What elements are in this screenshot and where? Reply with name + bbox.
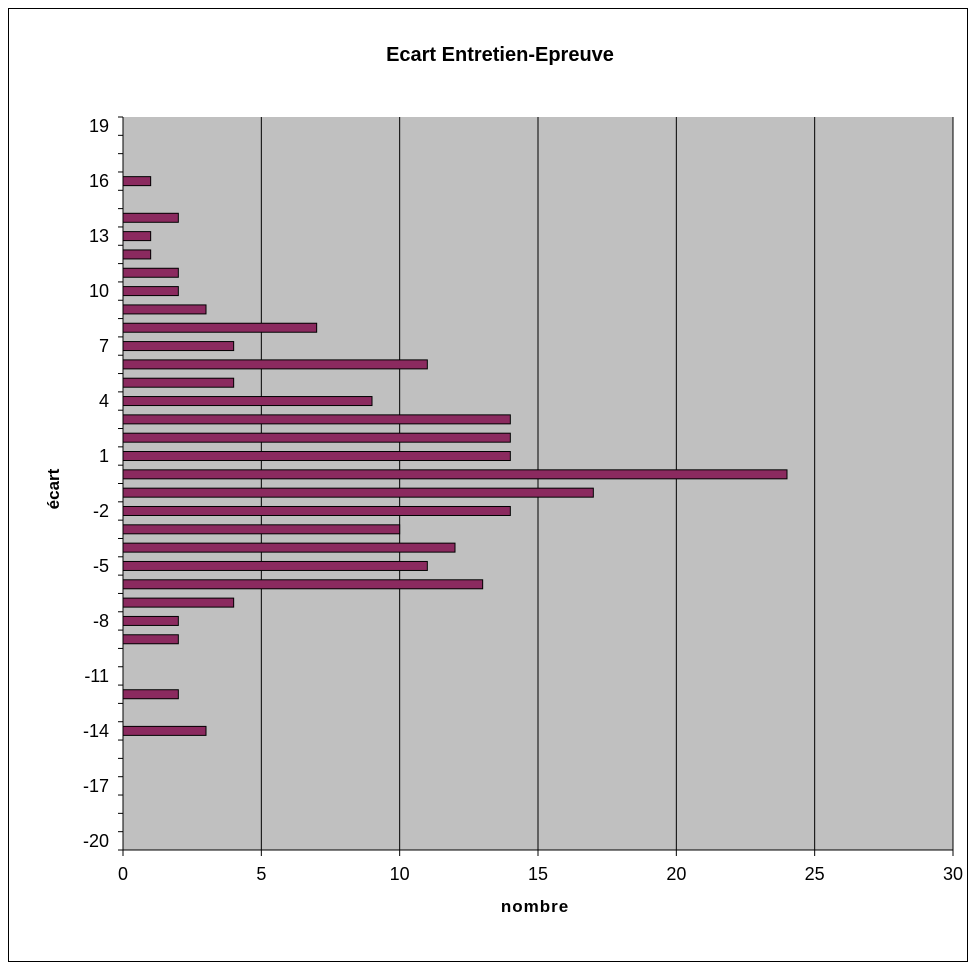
bar	[122, 267, 179, 278]
bar	[122, 341, 235, 352]
bar	[122, 249, 152, 260]
bar	[122, 176, 152, 187]
y-tick-label: 4	[99, 391, 109, 411]
bar	[122, 396, 373, 407]
bar	[122, 359, 428, 370]
y-tick-label: 10	[89, 281, 109, 301]
bar	[122, 432, 511, 443]
x-tick-labels: 0 5 10 15 20 25 30	[118, 864, 963, 884]
y-tick-label: -14	[83, 721, 109, 741]
y-tick-label: 7	[99, 336, 109, 356]
bar	[122, 377, 235, 388]
y-tick-label: -2	[93, 501, 109, 521]
bar	[122, 469, 788, 480]
bar	[122, 414, 511, 425]
chart-title: Ecart Entretien-Epreuve	[386, 44, 614, 66]
chart-frame: Ecart Entretien-Epreuve 19 16 13 10 7 4 1 -2 -5 -…	[8, 8, 968, 962]
x-tick-label: 20	[666, 864, 686, 884]
x-tick-label: 0	[118, 864, 128, 884]
bar	[122, 322, 318, 333]
bar	[122, 231, 152, 242]
bar	[122, 634, 179, 645]
axes	[118, 116, 954, 856]
x-tick-label: 10	[390, 864, 410, 884]
bar	[122, 597, 235, 608]
y-tick-labels: 19 16 13 10 7 4 1 -2 -5 -8 -11 -14 -17 -20	[83, 116, 109, 851]
y-tick-label: -17	[83, 776, 109, 796]
x-tick-label: 5	[256, 864, 266, 884]
bar	[122, 304, 207, 315]
y-tick-label: 13	[89, 226, 109, 246]
gridlines	[260, 117, 954, 850]
x-tick-label: 25	[805, 864, 825, 884]
y-tick-label: 19	[89, 116, 109, 136]
bar	[122, 451, 511, 462]
x-tick-label: 30	[943, 864, 963, 884]
bar	[122, 212, 179, 223]
bar	[122, 615, 179, 626]
bar	[122, 524, 401, 535]
x-axis-title: nombre	[501, 897, 569, 916]
bar	[122, 542, 456, 553]
bar	[122, 505, 511, 516]
y-tick-label: -5	[93, 556, 109, 576]
y-tick-label: 1	[99, 446, 109, 466]
bar	[122, 487, 594, 498]
y-tick-label: 16	[89, 171, 109, 191]
bar	[122, 725, 207, 736]
y-axis-title: écart	[44, 468, 63, 509]
y-tick-label: -8	[93, 611, 109, 631]
y-tick-label: -20	[83, 831, 109, 851]
x-tick-label: 15	[528, 864, 548, 884]
bar	[122, 579, 484, 590]
bar	[122, 689, 179, 700]
bar	[122, 560, 428, 571]
bar	[122, 286, 179, 297]
chart-svg: Ecart Entretien-Epreuve 19 16 13 10 7 4 1 -2 -5 -…	[44, 44, 963, 916]
y-tick-label: -11	[84, 666, 109, 686]
